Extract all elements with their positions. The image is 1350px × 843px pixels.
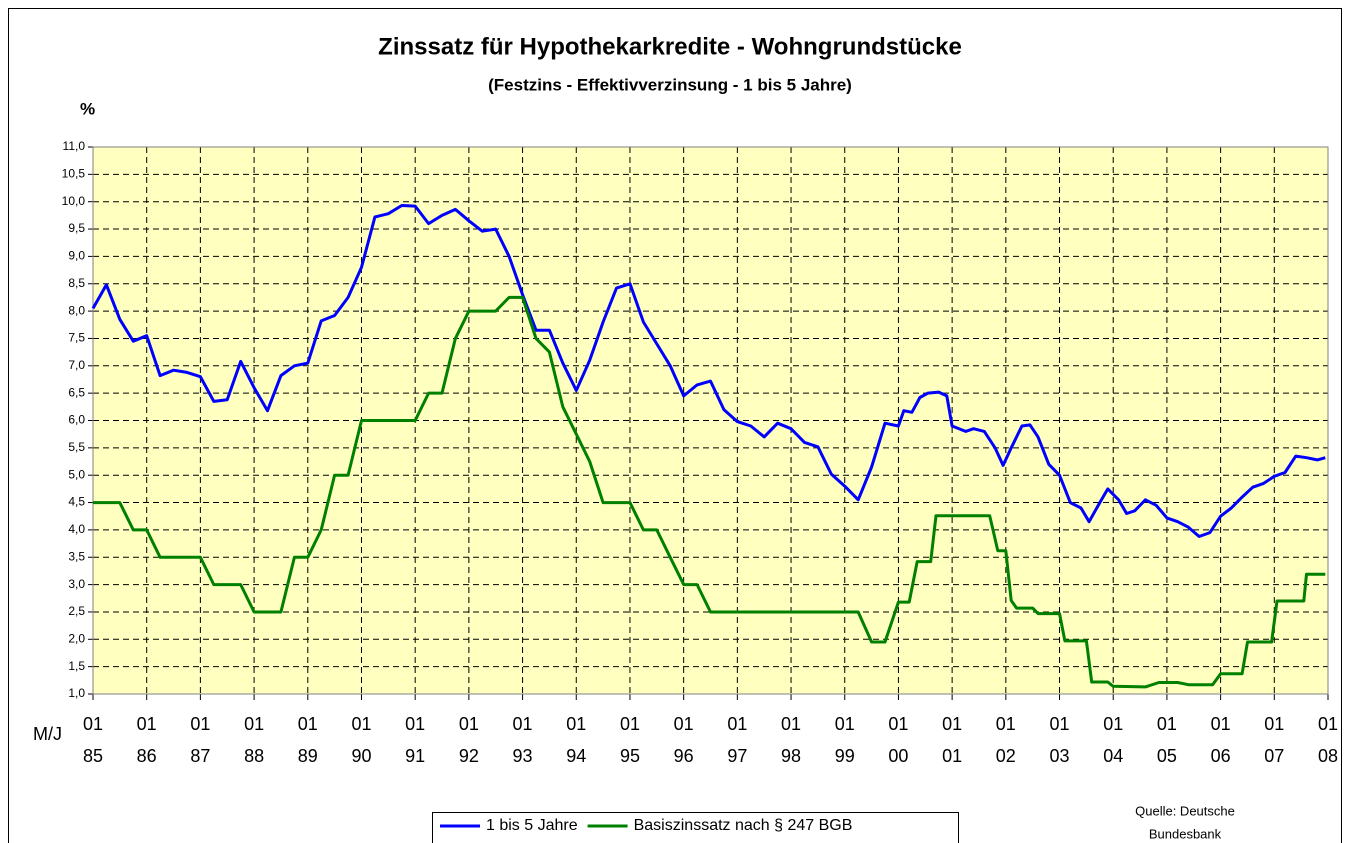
y-tick-label: 1,5	[68, 659, 85, 673]
x-tick-label: 01 91	[405, 714, 425, 766]
source-note: Bundesbank	[1149, 826, 1222, 841]
x-tick-label: 01 05	[1157, 714, 1177, 766]
x-tick-label: 01 97	[727, 714, 747, 766]
chart-subtitle: (Festzins - Effektivverzinsung - 1 bis 5…	[488, 75, 852, 94]
y-tick-label: 4,5	[68, 495, 85, 509]
x-tick-label: 01 86	[137, 714, 157, 766]
y-axis-label: %	[80, 99, 95, 118]
plot-border	[92, 146, 1329, 695]
x-tick-label: 01 90	[351, 714, 371, 766]
x-tick-label: 01 02	[996, 714, 1016, 766]
x-tick-label: 01 06	[1211, 714, 1231, 766]
x-tick-label: 01 89	[298, 714, 318, 766]
x-tick-label: 01 85	[83, 714, 103, 766]
x-tick-label: 01 01	[942, 714, 962, 766]
y-tick-label: 10,0	[62, 194, 86, 208]
x-tick-label: 01 92	[459, 714, 479, 766]
x-tick-label: 01 99	[835, 714, 855, 766]
legend-label: 1 bis 5 Jahre	[486, 817, 578, 834]
x-tick-label: 01 94	[566, 714, 586, 766]
data-line	[93, 295, 1326, 689]
x-tick-label: 01 07	[1264, 714, 1284, 766]
y-tick-label: 4,0	[68, 522, 85, 536]
legend: 1 bis 5 Jahre Basiszinssatz nach § 247 BG…	[432, 812, 959, 843]
y-tick-label: 11,0	[63, 139, 86, 153]
x-tick-label: 01 08	[1318, 714, 1338, 766]
x-axis-label: M/J	[33, 724, 62, 744]
x-tick-label: 01 96	[674, 714, 694, 766]
y-tick-label: 3,0	[68, 577, 85, 591]
y-tick-label: 5,0	[68, 467, 85, 481]
x-tick-label: 01 04	[1103, 714, 1123, 766]
source-note: Quelle: Deutsche	[1135, 803, 1235, 818]
y-tick-label: 10,5	[62, 167, 86, 181]
chart-title: Zinssatz für Hypothekarkredite - Wohngru…	[378, 33, 962, 60]
y-tick-label: 9,0	[68, 249, 85, 263]
y-tick-label: 5,5	[68, 440, 85, 454]
y-tick-label: 7,0	[68, 358, 85, 372]
x-tick-label: 01 87	[190, 714, 210, 766]
y-tick-label: 7,5	[68, 331, 85, 345]
y-tick-label: 8,5	[68, 276, 85, 290]
x-tick-label: 01 00	[888, 714, 908, 766]
legend-label: Basiszinssatz nach § 247 BGB	[634, 817, 853, 834]
data-line	[91, 204, 1326, 538]
y-tick-label: 8,0	[68, 303, 85, 317]
y-tick-label: 2,5	[68, 604, 85, 618]
x-tick-label: 01 95	[620, 714, 640, 766]
y-tick-label: 9,5	[68, 221, 85, 235]
x-tick-label: 01 93	[513, 714, 533, 766]
legend-box	[432, 812, 959, 843]
y-tick-label: 1,0	[68, 686, 85, 700]
y-tick-label: 3,5	[68, 549, 85, 563]
y-tick-label: 6,5	[68, 385, 85, 399]
x-tick-label: 01 88	[244, 714, 264, 766]
x-tick-label: 01 03	[1050, 714, 1070, 766]
y-tick-label: 6,0	[68, 413, 85, 427]
x-tick-label: 01 98	[781, 714, 801, 766]
y-tick-label: 2,0	[68, 631, 85, 645]
